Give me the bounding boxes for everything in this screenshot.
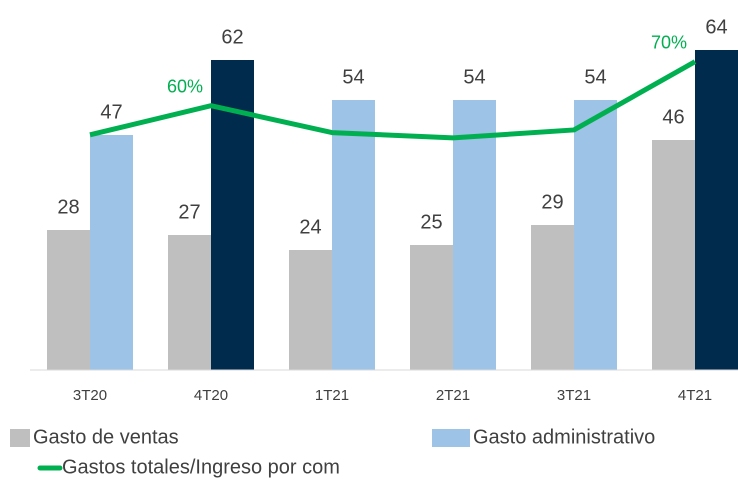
bar [47,230,90,370]
line-label: 70% [651,32,687,52]
data-label: 54 [463,66,485,88]
bar [168,235,211,370]
data-label: 46 [662,106,684,128]
data-label: 27 [178,201,200,223]
bar [453,100,496,370]
data-label: 54 [584,66,606,88]
x-tick-label: 4T21 [678,387,712,404]
legend-swatch [10,429,30,447]
data-label: 62 [221,26,243,48]
x-tick-label: 1T21 [315,387,349,404]
x-tick-label: 4T20 [194,387,228,404]
data-label: 24 [299,216,321,238]
x-tick-label: 3T21 [557,387,591,404]
legend-swatch [432,429,470,447]
data-label: 64 [705,16,727,38]
line [89,59,697,141]
legend-label: Gastos totales/Ingreso por com [62,456,340,478]
data-label: 47 [100,101,122,123]
bar [90,135,133,370]
data-label: 29 [541,191,563,213]
bar [410,245,453,370]
legend-label: Gasto de ventas [33,426,179,448]
bar [695,50,738,370]
bar [531,225,574,370]
bar [332,100,375,370]
bar [652,140,695,370]
bar [574,100,617,370]
data-label: 25 [420,211,442,233]
data-label: 54 [342,66,364,88]
legend-label: Gasto administrativo [473,426,655,448]
x-tick-label: 2T21 [436,387,470,404]
x-tick-label: 3T20 [73,387,107,404]
line-label: 60% [167,76,203,96]
data-label: 28 [57,196,79,218]
bar [289,250,332,370]
